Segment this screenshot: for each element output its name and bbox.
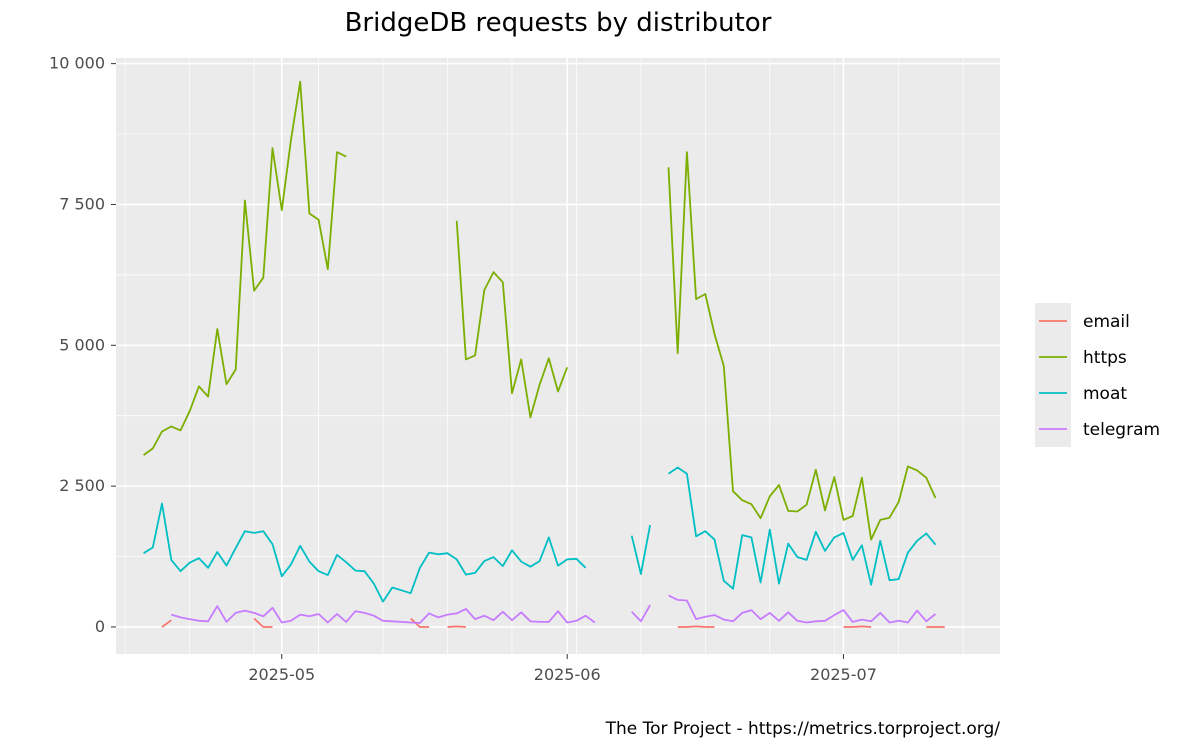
legend: email https moat telegram (1035, 303, 1160, 447)
y-tick-label: 2 500 (59, 476, 105, 495)
series-line-email (161, 619, 172, 628)
series-line-moat (143, 502, 587, 603)
series-https (143, 80, 937, 541)
legend-label-telegram: telegram (1083, 420, 1160, 440)
series-telegram (171, 594, 937, 624)
series-email (161, 617, 945, 628)
x-tick-label: 2025-06 (534, 665, 601, 684)
x-tick-label: 2025-05 (248, 665, 315, 684)
chart-caption: The Tor Project - https://metrics.torpro… (605, 719, 1001, 739)
legend-label-https: https (1083, 348, 1127, 368)
series-line-https (143, 80, 347, 456)
legend-key-background (1035, 303, 1071, 447)
y-tick-label: 10 000 (49, 54, 105, 73)
series-line-https (455, 220, 569, 419)
series-line-email (677, 625, 715, 628)
chart-title: BridgeDB requests by distributor (345, 8, 772, 38)
legend-label-moat: moat (1083, 384, 1127, 404)
series-line-email (410, 617, 430, 628)
axes: 0 2 500 5 000 7 500 10 000 2025-05 2025-06 2025… (49, 54, 877, 684)
series-line-email (447, 625, 466, 628)
y-tick-label: 0 (95, 617, 105, 636)
series-line-moat (667, 466, 937, 590)
series-line-email (253, 617, 273, 628)
series-line-telegram (668, 594, 937, 624)
y-tick-label: 5 000 (59, 335, 105, 354)
y-tick-label: 7 500 (59, 194, 105, 213)
x-tick-label: 2025-07 (810, 665, 877, 684)
series-lines (143, 80, 945, 628)
gridlines (116, 58, 1000, 654)
series-line-telegram (631, 604, 651, 623)
series-line-email (843, 625, 872, 628)
series-moat (143, 466, 937, 603)
series-line-moat (630, 524, 651, 575)
plot-panel (116, 58, 1000, 654)
series-line-telegram (171, 605, 596, 624)
legend-label-email: email (1083, 312, 1130, 332)
series-line-https (667, 151, 937, 541)
